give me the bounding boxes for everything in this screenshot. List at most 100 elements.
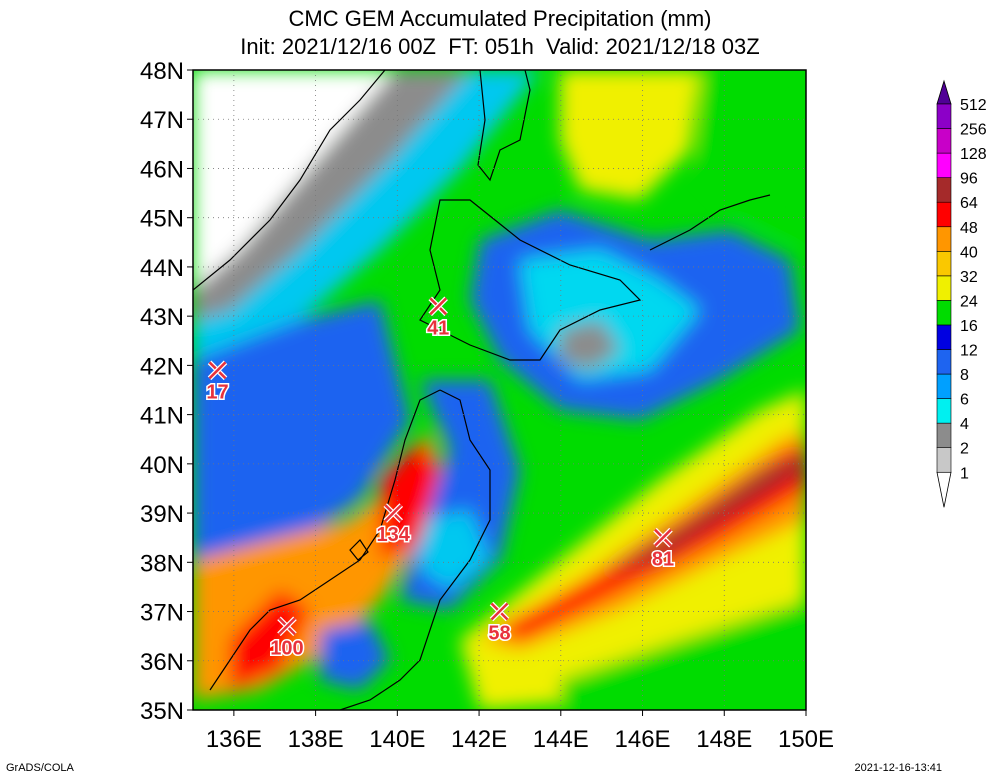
field-band-west-red: [380, 440, 440, 560]
colorbar-level-label: 128: [960, 146, 987, 163]
y-tick-label: 43N: [140, 304, 184, 331]
chart-title: CMC GEM Accumulated Precipitation (mm): [288, 6, 712, 31]
field-band-gray: [193, 70, 470, 320]
plot-area: 41 17 134 81 58 100: [192, 69, 807, 711]
maxima-markers: 41 17 134 81 58 100: [205, 296, 676, 661]
marker-x: [654, 528, 672, 547]
x-tick-label: 142E: [451, 726, 507, 753]
colorbar-level-label: 64: [960, 195, 978, 212]
plot-border: [192, 69, 807, 711]
colorbar-swatch: [936, 373, 952, 399]
field-band-tohoku-cyan: [420, 510, 490, 590]
marker-x: [490, 602, 509, 621]
colorbar-level-label: 32: [960, 269, 978, 286]
colorbar-level-label: 96: [960, 171, 978, 188]
colorbar-swatch: [936, 152, 952, 178]
y-tick-label: 40N: [140, 452, 184, 479]
coastline-sakhalin: [477, 70, 531, 182]
colorbar-level-label: 4: [960, 416, 969, 433]
precipitation-field: [193, 70, 806, 710]
field-band-light: [193, 70, 395, 290]
colorbar-level-label: 40: [960, 244, 978, 261]
colorbar-swatch: [936, 226, 952, 252]
coastline-hokkaido: [419, 199, 642, 361]
x-tick-label: 144E: [533, 726, 589, 753]
colorbar-swatch: [936, 398, 952, 424]
marker-x: [278, 617, 296, 636]
colorbar-swatch: [936, 103, 952, 129]
colorbar-swatch: [936, 447, 952, 473]
colorbar-swatch: [936, 177, 952, 203]
colorbar-level-label: 512: [960, 97, 987, 114]
colorbar-swatch: [936, 422, 952, 448]
maximum-value-label: 100: [270, 637, 303, 659]
x-tick-label: 138E: [288, 726, 344, 753]
y-axis: 35N 36N 37N 38N 39N 40N 41N 42N 43N 44N 45N 46N 47N 4…: [140, 58, 193, 725]
maximum-marker: 41: [426, 296, 451, 341]
colorbar-level-label: 6: [960, 392, 969, 409]
field-band-yellow-n: [560, 70, 700, 200]
maximum-value-label: 17: [206, 381, 228, 403]
colorbar-swatch: [936, 324, 952, 350]
x-tick-label: 148E: [696, 726, 752, 753]
field-blob-gray-east: [560, 320, 620, 370]
maximum-marker: 81: [650, 527, 676, 572]
field-band-cyan-nw: [193, 70, 540, 360]
colorbar-level-label: 16: [960, 318, 978, 335]
coastline-kurils: [649, 194, 771, 251]
maximum-marker: 58: [487, 601, 512, 646]
marker-x: [208, 361, 227, 380]
y-tick-label: 39N: [140, 501, 184, 528]
field-band-blue-nw: [193, 300, 410, 580]
maximum-marker: 134: [375, 503, 412, 548]
y-tick-label: 41N: [140, 403, 184, 430]
colorbar-level-label: 24: [960, 293, 978, 310]
colorbar-level-label: 48: [960, 220, 978, 237]
maximum-value-label: 58: [488, 623, 510, 645]
footer-timestamp: 2021-12-16-13:41: [854, 762, 942, 774]
colorbar-swatch: [936, 349, 952, 375]
chart-subtitle: Init: 2021/12/16 00Z FT: 051h Valid: 202…: [240, 34, 760, 59]
y-tick-label: 38N: [140, 550, 184, 577]
maximum-marker: 17: [205, 360, 230, 405]
colorbar-level-label: 2: [960, 441, 969, 458]
coastline-sado: [349, 539, 369, 561]
footer-credit: GrADS/COLA: [6, 762, 74, 774]
maximum-value-label: 41: [427, 317, 449, 339]
coastline-asia: [193, 70, 386, 291]
y-tick-label: 35N: [140, 698, 184, 725]
marker-x: [429, 297, 448, 316]
colorbar-swatch: [936, 128, 952, 154]
colorbar-level-label: 1: [960, 465, 969, 482]
grid-lines: [193, 70, 806, 710]
y-tick-label: 45N: [140, 206, 184, 233]
field-band-pacific-brown: [600, 455, 806, 575]
y-tick-label: 48N: [140, 58, 184, 85]
y-tick-label: 47N: [140, 107, 184, 134]
field-band-south-green: [560, 600, 806, 710]
x-axis: 136E 138E 140E 142E 144E 146E 148E 150E: [206, 710, 834, 753]
y-tick-label: 42N: [140, 353, 184, 380]
colorbar-swatch: [936, 201, 952, 228]
y-tick-label: 36N: [140, 649, 184, 676]
x-tick-label: 146E: [615, 726, 671, 753]
coastline-honshu: [209, 389, 491, 710]
x-tick-label: 136E: [206, 726, 262, 753]
marker-x: [384, 504, 403, 522]
coastline: [193, 70, 771, 710]
colorbar-max-arrow: [936, 79, 952, 105]
maximum-value-label: 81: [652, 549, 674, 571]
y-tick-label: 44N: [140, 255, 184, 282]
y-tick-label: 37N: [140, 600, 184, 627]
colorbar-swatch: [936, 275, 952, 301]
y-tick-label: 46N: [140, 156, 184, 183]
field-band-green-ne: [700, 70, 806, 240]
colorbar-level-label: 8: [960, 367, 969, 384]
colorbar-min-arrow: [936, 471, 952, 508]
colorbar-swatch: [936, 251, 952, 277]
x-tick-label: 150E: [778, 726, 834, 753]
colorbar-swatch: [936, 300, 952, 326]
maximum-value-label: 134: [377, 524, 411, 546]
